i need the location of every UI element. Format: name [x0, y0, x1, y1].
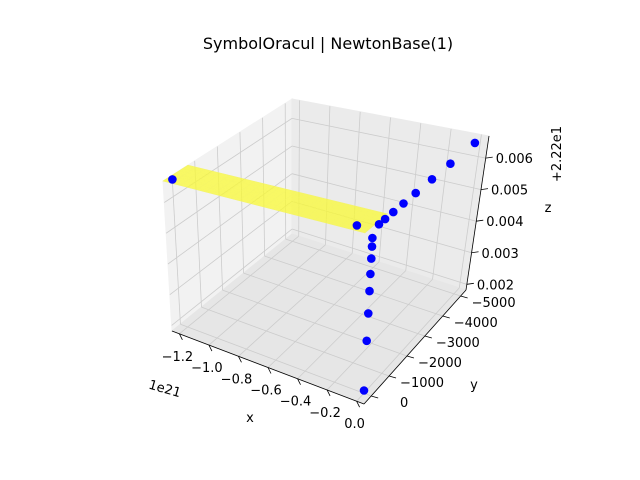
x-grid-floor-0 [179, 235, 299, 335]
z-tick-label-0: 0.002 [477, 278, 514, 293]
data-point-0 [168, 175, 177, 184]
z-offset-label: +2.22e1 [550, 126, 565, 182]
y-grid-floor-2 [243, 272, 425, 337]
y-grid-floor-3 [222, 289, 408, 357]
y-grid-floor-1 [264, 255, 443, 317]
data-point-5 [399, 199, 408, 208]
y-tick-label-2: −3000 [436, 336, 480, 351]
axes-ticks: −1.2−1.0−0.8−0.6−0.4−0.20.0 −5000 −4000 −30… [162, 152, 533, 432]
z-grid-back-0 [291, 228, 467, 285]
x-tick-5 [326, 389, 331, 397]
z-grid-back-4 [291, 117, 486, 159]
x-tick-4 [297, 378, 301, 385]
y-axis-label: y [470, 378, 478, 393]
y-tick-label-4: −1000 [400, 376, 444, 391]
z-tick-4 [485, 156, 493, 159]
x-grid-floor-6 [356, 287, 460, 402]
y-tick-label-5: 0 [400, 396, 408, 411]
x-grid-back-5 [432, 128, 452, 280]
data-point-11 [367, 242, 377, 251]
data-point-13 [366, 269, 375, 279]
y-grid-left-2 [239, 132, 244, 274]
data-point-15 [364, 309, 373, 318]
surface [162, 164, 389, 234]
x-tick-6 [356, 401, 360, 408]
y-tick-0 [460, 295, 468, 299]
x-tick-label-3: −0.6 [250, 384, 282, 399]
x-grid-floor-3 [267, 261, 380, 368]
y-tick-label-0: −5000 [472, 296, 516, 311]
y-tick-5 [371, 395, 379, 399]
x-tick-label-5: −0.2 [309, 406, 341, 421]
data-point-9 [470, 138, 480, 148]
y-tick-1 [442, 315, 450, 319]
z-grid-back-2 [291, 173, 477, 222]
x-tick-label-1: −1.0 [191, 361, 223, 376]
x-grid-back-6 [458, 134, 482, 288]
data-point-7 [427, 175, 437, 184]
y-grid-left-5 [171, 175, 181, 325]
y-tick-2 [424, 335, 432, 339]
surface-line-x-22 [347, 209, 371, 229]
data-marks [162, 138, 480, 395]
x-grid-back-3 [378, 117, 391, 263]
data-point-16 [362, 336, 372, 346]
z-axis-line [465, 135, 490, 291]
y-grid-floor-0 [285, 238, 461, 297]
x-grid-floor-2 [238, 253, 353, 357]
surface-line-y-23 [163, 180, 366, 233]
x-axis-label: x [246, 411, 254, 426]
data-point-14 [365, 286, 374, 296]
z-axis-label: z [545, 201, 552, 216]
x-grid-floor-1 [208, 244, 326, 346]
y-tick-3 [406, 355, 415, 359]
y-grid-floor-5 [180, 323, 372, 397]
data-point-2 [374, 220, 384, 229]
z-tick-label-1: 0.003 [482, 247, 519, 262]
z-tick-2 [476, 219, 484, 222]
y-grid-left-3 [216, 146, 223, 291]
x-grid-floor-4 [297, 270, 407, 380]
data-point-1 [352, 221, 362, 230]
x-tick-2 [238, 356, 242, 363]
y-grid-floor-4 [201, 306, 390, 377]
y-tick-4 [388, 375, 397, 379]
y-axis-line [363, 289, 467, 405]
z-tick-label-4: 0.006 [496, 152, 533, 167]
z-tick-3 [480, 188, 489, 191]
z-tick-label-2: 0.004 [486, 215, 523, 230]
x-grid-back-4 [405, 123, 422, 271]
z-tick-1 [471, 251, 479, 254]
x-tick-0 [179, 333, 183, 340]
data-point-10 [368, 233, 377, 243]
z-tick-0 [466, 282, 474, 285]
y-tick-label-1: −4000 [454, 316, 498, 331]
x-grid-floor-5 [326, 278, 433, 391]
data-point-6 [411, 188, 421, 198]
data-point-3 [380, 214, 390, 224]
surface-line-y-20 [167, 178, 369, 231]
x-tick-label-6: 0.0 [344, 417, 365, 432]
data-point-8 [446, 159, 455, 168]
z-tick-label-3: 0.005 [491, 184, 528, 199]
z-grid-left-0 [171, 228, 293, 326]
surface-line-y-21 [166, 178, 368, 231]
data-point-17 [359, 386, 369, 395]
data-point-4 [389, 207, 398, 217]
x-tick-label-2: −0.8 [221, 372, 253, 387]
x-tick-1 [208, 344, 213, 352]
x-tick-3 [267, 367, 272, 374]
y-tick-label-3: −2000 [418, 356, 462, 371]
surface-line-x-21 [339, 207, 363, 227]
data-point-12 [367, 254, 376, 263]
z-grid-left-4 [164, 118, 293, 203]
x-tick-label-0: −1.2 [162, 350, 194, 365]
surface-line-y-22 [165, 179, 367, 232]
chart-title: SymbolOracul | NewtonBase(1) [203, 34, 453, 53]
z-grid-left-1 [169, 201, 293, 296]
x-tick-label-4: −0.4 [280, 395, 312, 410]
z-grid-back-3 [291, 145, 482, 191]
